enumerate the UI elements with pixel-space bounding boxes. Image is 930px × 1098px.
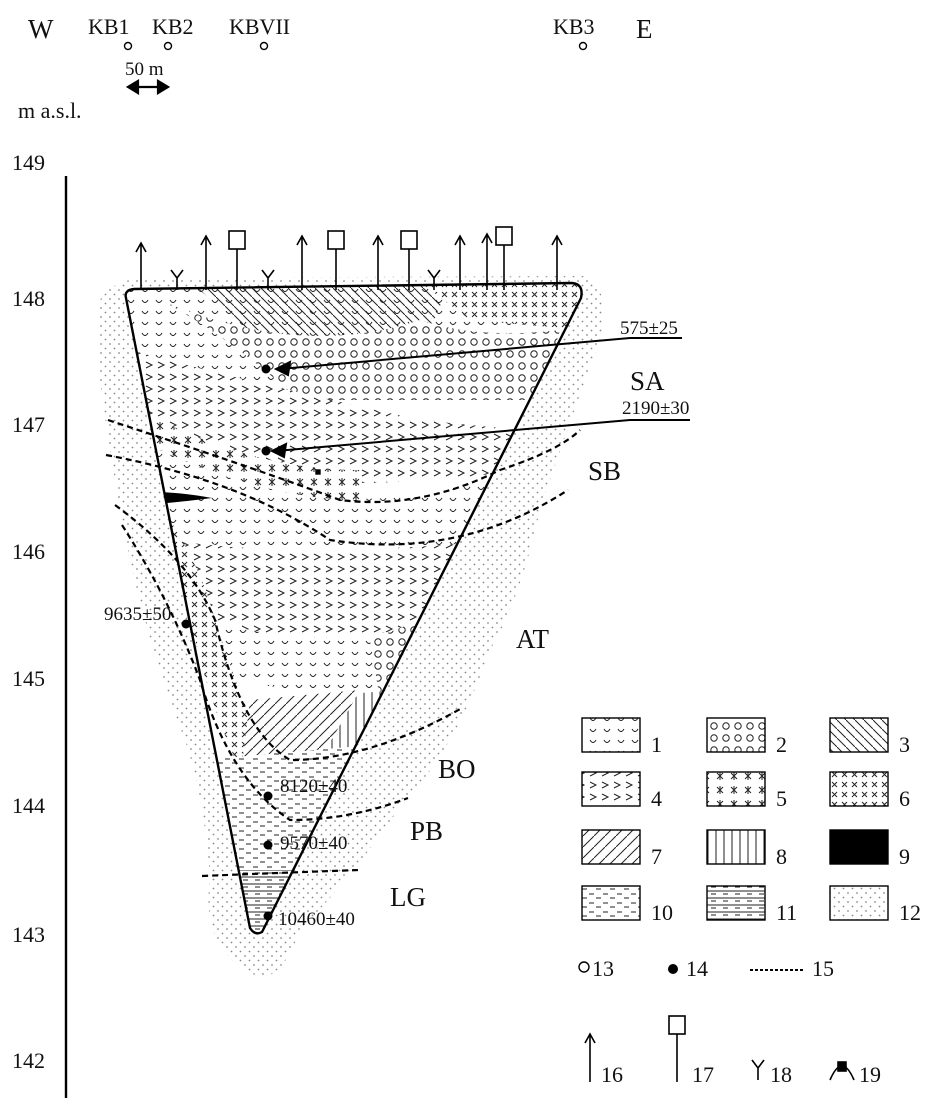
legend-label-18: 18 <box>770 1062 792 1087</box>
legend-swatch-9 <box>829 829 889 865</box>
borehole-marker-icon <box>123 41 588 51</box>
borehole-kb2-label: KB2 <box>152 14 194 39</box>
axis-ticks: 149 148 147 146 145 144 143 142 <box>12 150 45 1073</box>
legend-label-5: 5 <box>776 786 787 811</box>
west-label: W <box>28 14 54 44</box>
legend-swatch-4 <box>581 771 641 807</box>
zone-label-at: AT <box>516 624 550 654</box>
legend-swatch-7 <box>581 829 641 865</box>
surface-sedge-icon <box>170 269 441 290</box>
zone-label-sa: SA <box>630 366 665 396</box>
axis-tick-label: 145 <box>12 666 45 691</box>
axis-tick-label: 142 <box>12 1048 45 1073</box>
zone-label-lg: LG <box>390 882 426 912</box>
legend-label-7: 7 <box>651 844 662 869</box>
borehole-kb1-label: KB1 <box>88 14 130 39</box>
legend-label-10: 10 <box>651 900 673 925</box>
legend-label-17: 17 <box>692 1062 714 1087</box>
axis-tick-label: 149 <box>12 150 45 175</box>
layer-diagonal-top <box>190 283 450 340</box>
legend-swatch-3 <box>829 717 889 753</box>
legend-label-11: 11 <box>776 900 797 925</box>
legend-swatch-5 <box>706 771 766 807</box>
legend-arrow-icon <box>584 1032 596 1082</box>
legend-swatch-2 <box>706 717 766 753</box>
date-label-8120: 8120±40 <box>280 776 347 797</box>
legend-label-2: 2 <box>776 732 787 757</box>
legend-label-9: 9 <box>899 844 910 869</box>
legend-label-1: 1 <box>651 732 662 757</box>
legend-label-19: 19 <box>859 1062 881 1087</box>
zone-label-bo: BO <box>438 754 476 784</box>
borehole-kbvii-label: KBVII <box>229 14 290 39</box>
legend-swatch-10 <box>581 885 641 921</box>
legend-label-3: 3 <box>899 732 910 757</box>
zone-label-sb: SB <box>588 456 621 486</box>
legend-filled-dot-icon <box>668 964 678 974</box>
date-label-10460: 10460±40 <box>278 909 355 930</box>
legend-label-6: 6 <box>899 786 910 811</box>
legend <box>581 717 889 921</box>
legend-swatch-12 <box>829 885 889 921</box>
date-label-2190: 2190±30 <box>622 398 689 419</box>
legend-tuft-icon <box>829 1061 855 1081</box>
date-label-575: 575±25 <box>620 318 678 339</box>
legend-swatch-8 <box>706 829 766 865</box>
date-label-9635: 9635±50 <box>104 604 171 625</box>
legend-label-12: 12 <box>899 900 921 925</box>
borehole-kb3-label: KB3 <box>553 14 595 39</box>
sample-dots <box>181 364 273 921</box>
zone-boundaries <box>105 418 581 878</box>
legend-swatch-1 <box>581 717 641 753</box>
legend-label-16: 16 <box>601 1062 623 1087</box>
legend-swatch-11 <box>706 885 766 921</box>
macrofossil-marker-icon <box>315 469 321 475</box>
surface-arrow-icon <box>135 232 563 290</box>
legend-open-circle-icon <box>578 961 590 973</box>
legend-label-13: 13 <box>592 956 614 981</box>
axis-unit: m a.s.l. <box>18 98 82 123</box>
axis-tick-label: 146 <box>12 539 45 564</box>
legend-square-icon <box>668 1015 686 1082</box>
axis-tick-label: 147 <box>12 412 45 437</box>
legend-label-15: 15 <box>812 956 834 981</box>
basin-outline <box>124 281 583 935</box>
scale-bar-label: 50 m <box>125 59 164 80</box>
legend-label-4: 4 <box>651 786 662 811</box>
axis-tick-label: 143 <box>12 922 45 947</box>
scale-bar-arrow-icon <box>125 79 171 95</box>
legend-sedge-icon <box>751 1059 765 1080</box>
axis-tick-label: 148 <box>12 286 45 311</box>
zone-label-pb: PB <box>410 816 443 846</box>
legend-labels: 1 2 3 4 5 6 7 8 9 10 11 12 <box>651 732 921 925</box>
axis-tick-label: 144 <box>12 793 45 818</box>
legend-swatch-6 <box>829 771 889 807</box>
east-label: E <box>636 14 653 44</box>
surface-square-icon <box>228 226 513 290</box>
date-pointer-lines <box>269 337 690 459</box>
surface-symbols <box>135 226 563 290</box>
legend-label-8: 8 <box>776 844 787 869</box>
legend-label-14: 14 <box>686 956 708 981</box>
date-label-9570: 9570±40 <box>280 833 347 854</box>
